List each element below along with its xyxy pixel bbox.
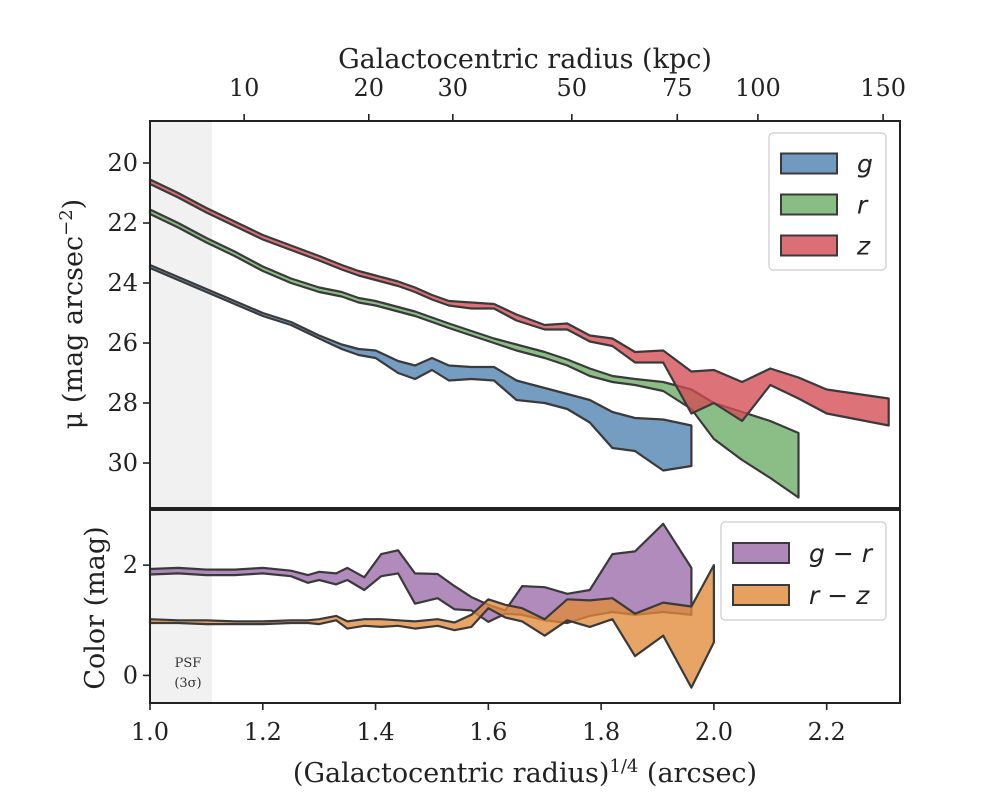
y-tick-label: 22	[107, 209, 138, 237]
top-y-axis-label-base: μ (mag arcsec	[58, 236, 89, 429]
top-legend: grz	[768, 132, 887, 271]
top-panel-frame	[149, 120, 901, 509]
y-tick-label: 30	[107, 449, 138, 477]
top-x-ticks: 10 20 30 50 75 100 150	[229, 74, 906, 121]
color-y-tick-label: 0	[123, 661, 138, 689]
top-y-axis-label-tail: )	[58, 199, 89, 210]
top-y-axis-label-sup: −2	[56, 209, 77, 236]
legend-label-r: r	[857, 191, 869, 220]
psf-region-bottom	[150, 510, 213, 703]
bottom-x-ticks: 1.0 1.2 1.4 1.6 1.8 2.0 2.2	[131, 703, 846, 746]
x-tick-label: 1.2	[244, 718, 282, 746]
x-tick-label: 1.6	[469, 718, 507, 746]
legend-swatch-r-z	[732, 584, 790, 606]
bottom-y-axis-label: Color (mag)	[80, 526, 111, 689]
kpc-tick-label: 50	[557, 74, 588, 102]
kpc-tick-label: 10	[229, 74, 260, 102]
legend-label-g-r: g − r	[809, 539, 874, 568]
legend-label-z: z	[856, 232, 871, 261]
band-r	[148, 208, 800, 499]
bottom-legend: g − r r − z	[720, 521, 887, 621]
band-z	[148, 178, 890, 427]
bottom-x-axis-label-tail: (arcsec)	[638, 758, 757, 789]
y-tick-label: 20	[107, 149, 138, 177]
legend-label-r-z: r − z	[809, 581, 870, 610]
legend-swatch-z	[780, 234, 838, 257]
kpc-tick-label: 100	[735, 74, 781, 102]
bottom-y-ticks: 02	[123, 551, 150, 689]
legend-swatch-g-r	[732, 542, 790, 564]
legend-swatch-g	[780, 152, 838, 175]
kpc-tick-label: 30	[438, 74, 469, 102]
bottom-x-axis-label: (Galactocentric radius)1/4 (arcsec)	[293, 756, 757, 789]
y-tick-label: 24	[107, 269, 138, 297]
bottom-panel-frame	[149, 509, 901, 704]
y-tick-label: 26	[107, 329, 138, 357]
top-y-axis-label: μ (mag arcsec−2)	[56, 199, 89, 429]
color-bands	[148, 522, 715, 689]
psf-region-top	[150, 121, 213, 508]
kpc-tick-label: 75	[662, 74, 693, 102]
kpc-tick-label: 150	[860, 74, 906, 102]
psf-sigma-label: (3σ)	[174, 676, 201, 691]
bottom-x-axis-label-base: (Galactocentric radius)	[293, 758, 609, 789]
x-tick-label: 1.4	[356, 718, 394, 746]
kpc-tick-label: 20	[354, 74, 385, 102]
legend-label-g: g	[857, 150, 873, 179]
band-r-z	[148, 564, 715, 689]
legend-swatch-r	[780, 193, 838, 216]
surface-brightness-bands	[148, 178, 890, 499]
x-tick-label: 1.8	[582, 718, 620, 746]
top-x-axis-label: Galactocentric radius (kpc)	[338, 44, 712, 75]
band-g	[148, 263, 693, 472]
x-tick-label: 1.0	[131, 718, 169, 746]
bottom-x-axis-label-sup: 1/4	[609, 756, 638, 777]
x-tick-label: 2.2	[808, 718, 846, 746]
color-y-tick-label: 2	[123, 551, 138, 579]
top-y-ticks: 20 22 24 26 28 30	[107, 149, 150, 477]
y-tick-label: 28	[107, 389, 138, 417]
x-tick-label: 2.0	[695, 718, 733, 746]
psf-label: PSF	[175, 656, 202, 671]
